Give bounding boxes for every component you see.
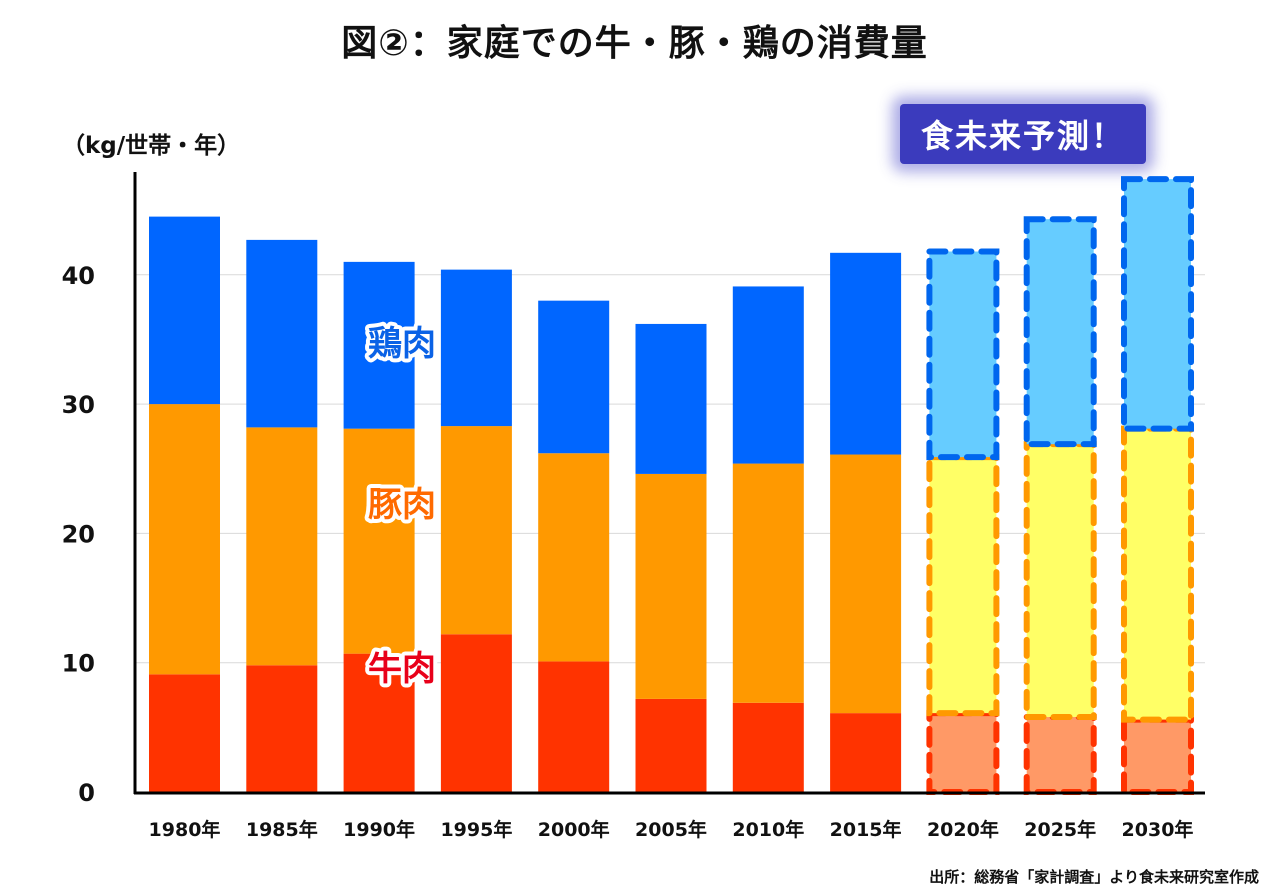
bar-segment <box>635 698 707 792</box>
y-tick-label: 0 <box>78 779 95 807</box>
x-tick-label: 2020年 <box>927 818 999 841</box>
bar-segment <box>732 702 804 792</box>
bar-segment <box>538 300 610 454</box>
bar-segment-forecast <box>926 248 1000 461</box>
bar-segment <box>343 653 415 792</box>
y-axis-unit-label: （kg/世帯・年） <box>62 133 241 159</box>
x-tick-label: 2025年 <box>1024 818 1096 841</box>
bar-segment <box>246 427 318 666</box>
y-tick-label: 30 <box>62 391 95 419</box>
bar-segment <box>830 713 902 792</box>
bar-segment <box>830 454 902 714</box>
x-tick-label: 1980年 <box>149 818 221 841</box>
y-tick-label: 10 <box>62 650 95 678</box>
bar-segment <box>830 252 902 455</box>
chart-title: 図②：家庭での牛・豚・鶏の消費量 <box>341 23 928 64</box>
forecast-badge: 食未来予測！ <box>900 104 1146 164</box>
bar-segment <box>538 453 610 662</box>
bar-segment-forecast <box>1121 716 1194 795</box>
bar-segment <box>538 661 610 792</box>
bar-segment <box>343 261 415 429</box>
bar-segment-forecast <box>926 710 1000 796</box>
x-tick-label: 1990年 <box>343 818 415 841</box>
bar-segment <box>440 426 512 635</box>
series-label: 牛肉 <box>368 649 436 689</box>
x-tick-label: 1985年 <box>246 818 318 841</box>
x-tick-label: 2005年 <box>635 818 707 841</box>
bar-segment-forecast <box>1023 714 1097 795</box>
series-label: 豚肉 <box>368 485 436 525</box>
bar-segment <box>440 634 512 792</box>
x-tick-label: 1995年 <box>440 818 512 841</box>
y-tick-label: 40 <box>62 262 95 290</box>
bar-segment <box>246 239 318 428</box>
bar-segment-forecast <box>1023 441 1097 721</box>
bar-segment <box>635 473 707 699</box>
bar-segment <box>343 428 415 654</box>
bar-segment-forecast <box>1023 216 1097 448</box>
source-note: 出所：総務省「家計調査」より食未来研究室作成 <box>929 868 1259 886</box>
bar-segment <box>246 665 318 792</box>
bar-segment-forecast <box>1121 176 1194 432</box>
y-tick-label: 20 <box>62 520 95 548</box>
x-tick-label: 2010年 <box>732 818 804 841</box>
bar-segment-forecast <box>1121 425 1194 723</box>
series-label: 鶏肉 <box>368 324 436 364</box>
bar-segment <box>732 286 804 464</box>
bar-segment <box>149 216 220 405</box>
x-tick-label: 2030年 <box>1122 818 1194 841</box>
bar-segment <box>149 404 220 675</box>
x-tick-label: 2000年 <box>538 818 610 841</box>
bar-segment <box>732 463 804 703</box>
bar-segment-forecast <box>926 454 1000 717</box>
x-tick-label: 2015年 <box>830 818 902 841</box>
bar-segment <box>149 674 220 792</box>
bar-segment <box>440 269 512 427</box>
bar-segment <box>635 323 707 474</box>
